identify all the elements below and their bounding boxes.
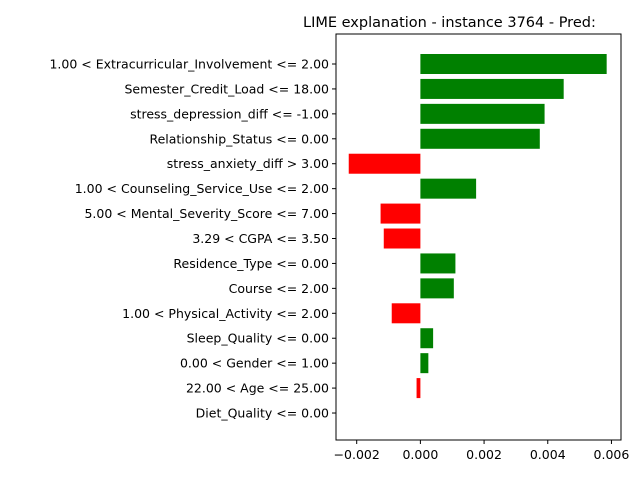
bar-3 [420, 128, 540, 149]
bar-13 [416, 378, 421, 399]
y-tick-label-14: Diet_Quality <= 0.00 [196, 406, 329, 421]
y-tick-label-0: 1.00 < Extracurricular_Involvement <= 2.… [49, 57, 329, 72]
plot-frame [335, 33, 622, 441]
bar-6 [380, 203, 421, 224]
bars-group [348, 54, 607, 399]
bar-12 [420, 353, 429, 374]
y-tick-label-13: 22.00 < Age <= 25.00 [186, 381, 329, 396]
x-tick-label-1: 0.000 [402, 447, 438, 462]
y-tick-label-9: Course <= 2.00 [229, 281, 329, 296]
chart-title: LIME explanation - instance 3764 - Pred: [303, 15, 596, 31]
bar-7 [383, 228, 421, 249]
x-tick-label-0: −0.002 [334, 447, 380, 462]
y-tick-label-4: stress_anxiety_diff > 3.00 [167, 156, 329, 171]
bar-11 [420, 328, 434, 349]
bar-9 [420, 278, 454, 299]
y-tick-label-12: 0.00 < Gender <= 1.00 [180, 356, 329, 371]
bar-1 [420, 78, 564, 99]
y-tick-labels: 1.00 < Extracurricular_Involvement <= 2.… [49, 57, 336, 421]
x-tick-label-2: 0.002 [466, 447, 502, 462]
bar-0 [420, 54, 607, 74]
x-ticks: −0.002 0.000 0.002 0.004 0.006 [334, 440, 630, 462]
y-tick-label-8: Residence_Type <= 0.00 [173, 256, 329, 271]
x-tick-label-4: 0.006 [594, 447, 630, 462]
bar-10 [391, 303, 421, 324]
y-tick-label-2: stress_depression_diff <= -1.00 [130, 106, 329, 121]
y-tick-label-11: Sleep_Quality <= 0.00 [187, 331, 329, 346]
y-tick-label-5: 1.00 < Counseling_Service_Use <= 2.00 [75, 181, 329, 196]
x-tick-label-3: 0.004 [530, 447, 566, 462]
bar-5 [420, 178, 477, 199]
y-tick-label-6: 5.00 < Mental_Severity_Score <= 7.00 [84, 206, 329, 221]
y-tick-label-7: 3.29 < CGPA <= 3.50 [192, 231, 329, 246]
bar-8 [420, 253, 456, 274]
bar-4 [348, 153, 421, 174]
y-tick-label-1: Semester_Credit_Load <= 18.00 [125, 81, 330, 96]
y-tick-label-3: Relationship_Status <= 0.00 [149, 131, 329, 146]
y-tick-label-10: 1.00 < Physical_Activity <= 2.00 [122, 306, 329, 321]
bar-2 [420, 103, 545, 124]
